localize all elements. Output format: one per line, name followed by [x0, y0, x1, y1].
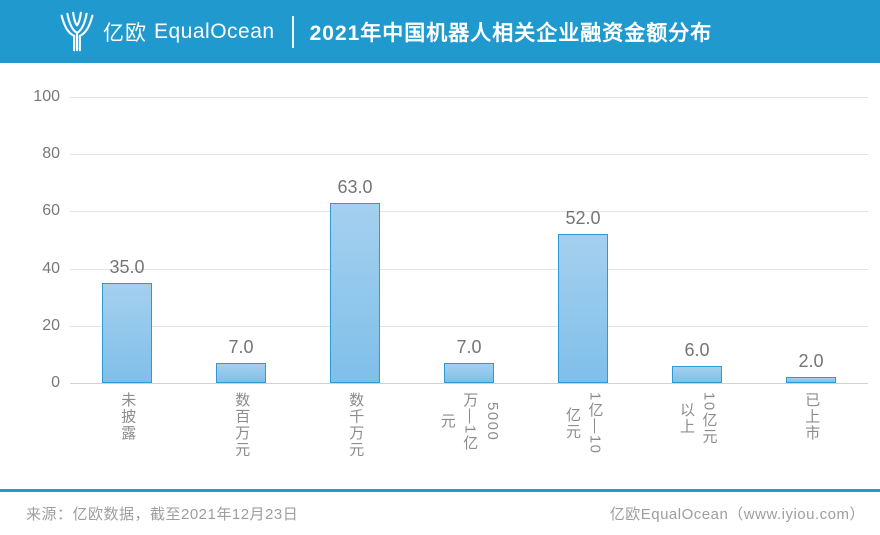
bar — [330, 202, 380, 383]
x-axis-label: 未披露 — [119, 392, 137, 442]
header-divider — [291, 15, 294, 48]
x-axis-label: 5000 万—1亿 元 — [438, 392, 501, 452]
x-axis-label: 数千万元 — [347, 392, 365, 458]
gridline-20 — [70, 326, 868, 327]
bar — [444, 362, 494, 383]
x-axis-line — [70, 383, 868, 384]
bar — [672, 365, 722, 383]
bar-column: 63.0 — [330, 177, 380, 383]
y-tick-label: 60 — [42, 202, 60, 219]
source-note: 来源：亿欧数据，截至2021年12月23日 — [26, 506, 299, 523]
gridline-80 — [70, 154, 868, 155]
bar-column: 52.0 — [558, 208, 608, 383]
footer-divider — [0, 489, 880, 492]
bar — [216, 362, 266, 383]
bar-column: 6.0 — [672, 340, 722, 383]
bar-value-label: 7.0 — [228, 336, 254, 357]
x-axis-label: 10亿元 以上 — [678, 392, 718, 445]
bar-value-label: 7.0 — [456, 336, 482, 357]
brand-name-cn: 亿欧 — [103, 21, 147, 45]
x-axis-label: 已上市 — [803, 392, 821, 442]
equalocean-logo-icon — [60, 11, 94, 51]
bar — [786, 377, 836, 383]
bar-column: 2.0 — [786, 351, 836, 383]
bar — [558, 234, 608, 383]
y-tick-label: 20 — [42, 317, 60, 334]
gridline-100 — [70, 97, 868, 98]
gridline-40 — [70, 269, 868, 270]
y-tick-label: 80 — [42, 145, 60, 162]
bar-value-label: 6.0 — [684, 339, 710, 360]
bar-value-label: 63.0 — [337, 176, 373, 197]
header-bar: 亿欧 EqualOcean 2021年中国机器人相关企业融资金额分布 — [0, 0, 880, 63]
credit-note: 亿欧EqualOcean（www.iyiou.com） — [609, 506, 865, 523]
gridline-60 — [70, 211, 868, 212]
bar-value-label: 35.0 — [109, 256, 145, 277]
brand-name-en: EqualOcean — [154, 19, 275, 43]
y-tick-label: 100 — [33, 88, 60, 105]
y-tick-label: 40 — [42, 260, 60, 277]
bar-column: 7.0 — [216, 337, 266, 383]
chart-title: 2021年中国机器人相关企业融资金额分布 — [309, 21, 713, 45]
bar-value-label: 52.0 — [565, 208, 601, 229]
bar-value-label: 2.0 — [798, 351, 824, 372]
x-axis-label: 数百万元 — [233, 392, 251, 458]
bar-column: 35.0 — [102, 257, 152, 383]
bar — [102, 282, 152, 383]
bar-column: 7.0 — [444, 337, 494, 383]
x-axis-label: 1亿—10 亿元 — [564, 392, 604, 455]
y-tick-label: 0 — [51, 374, 60, 391]
